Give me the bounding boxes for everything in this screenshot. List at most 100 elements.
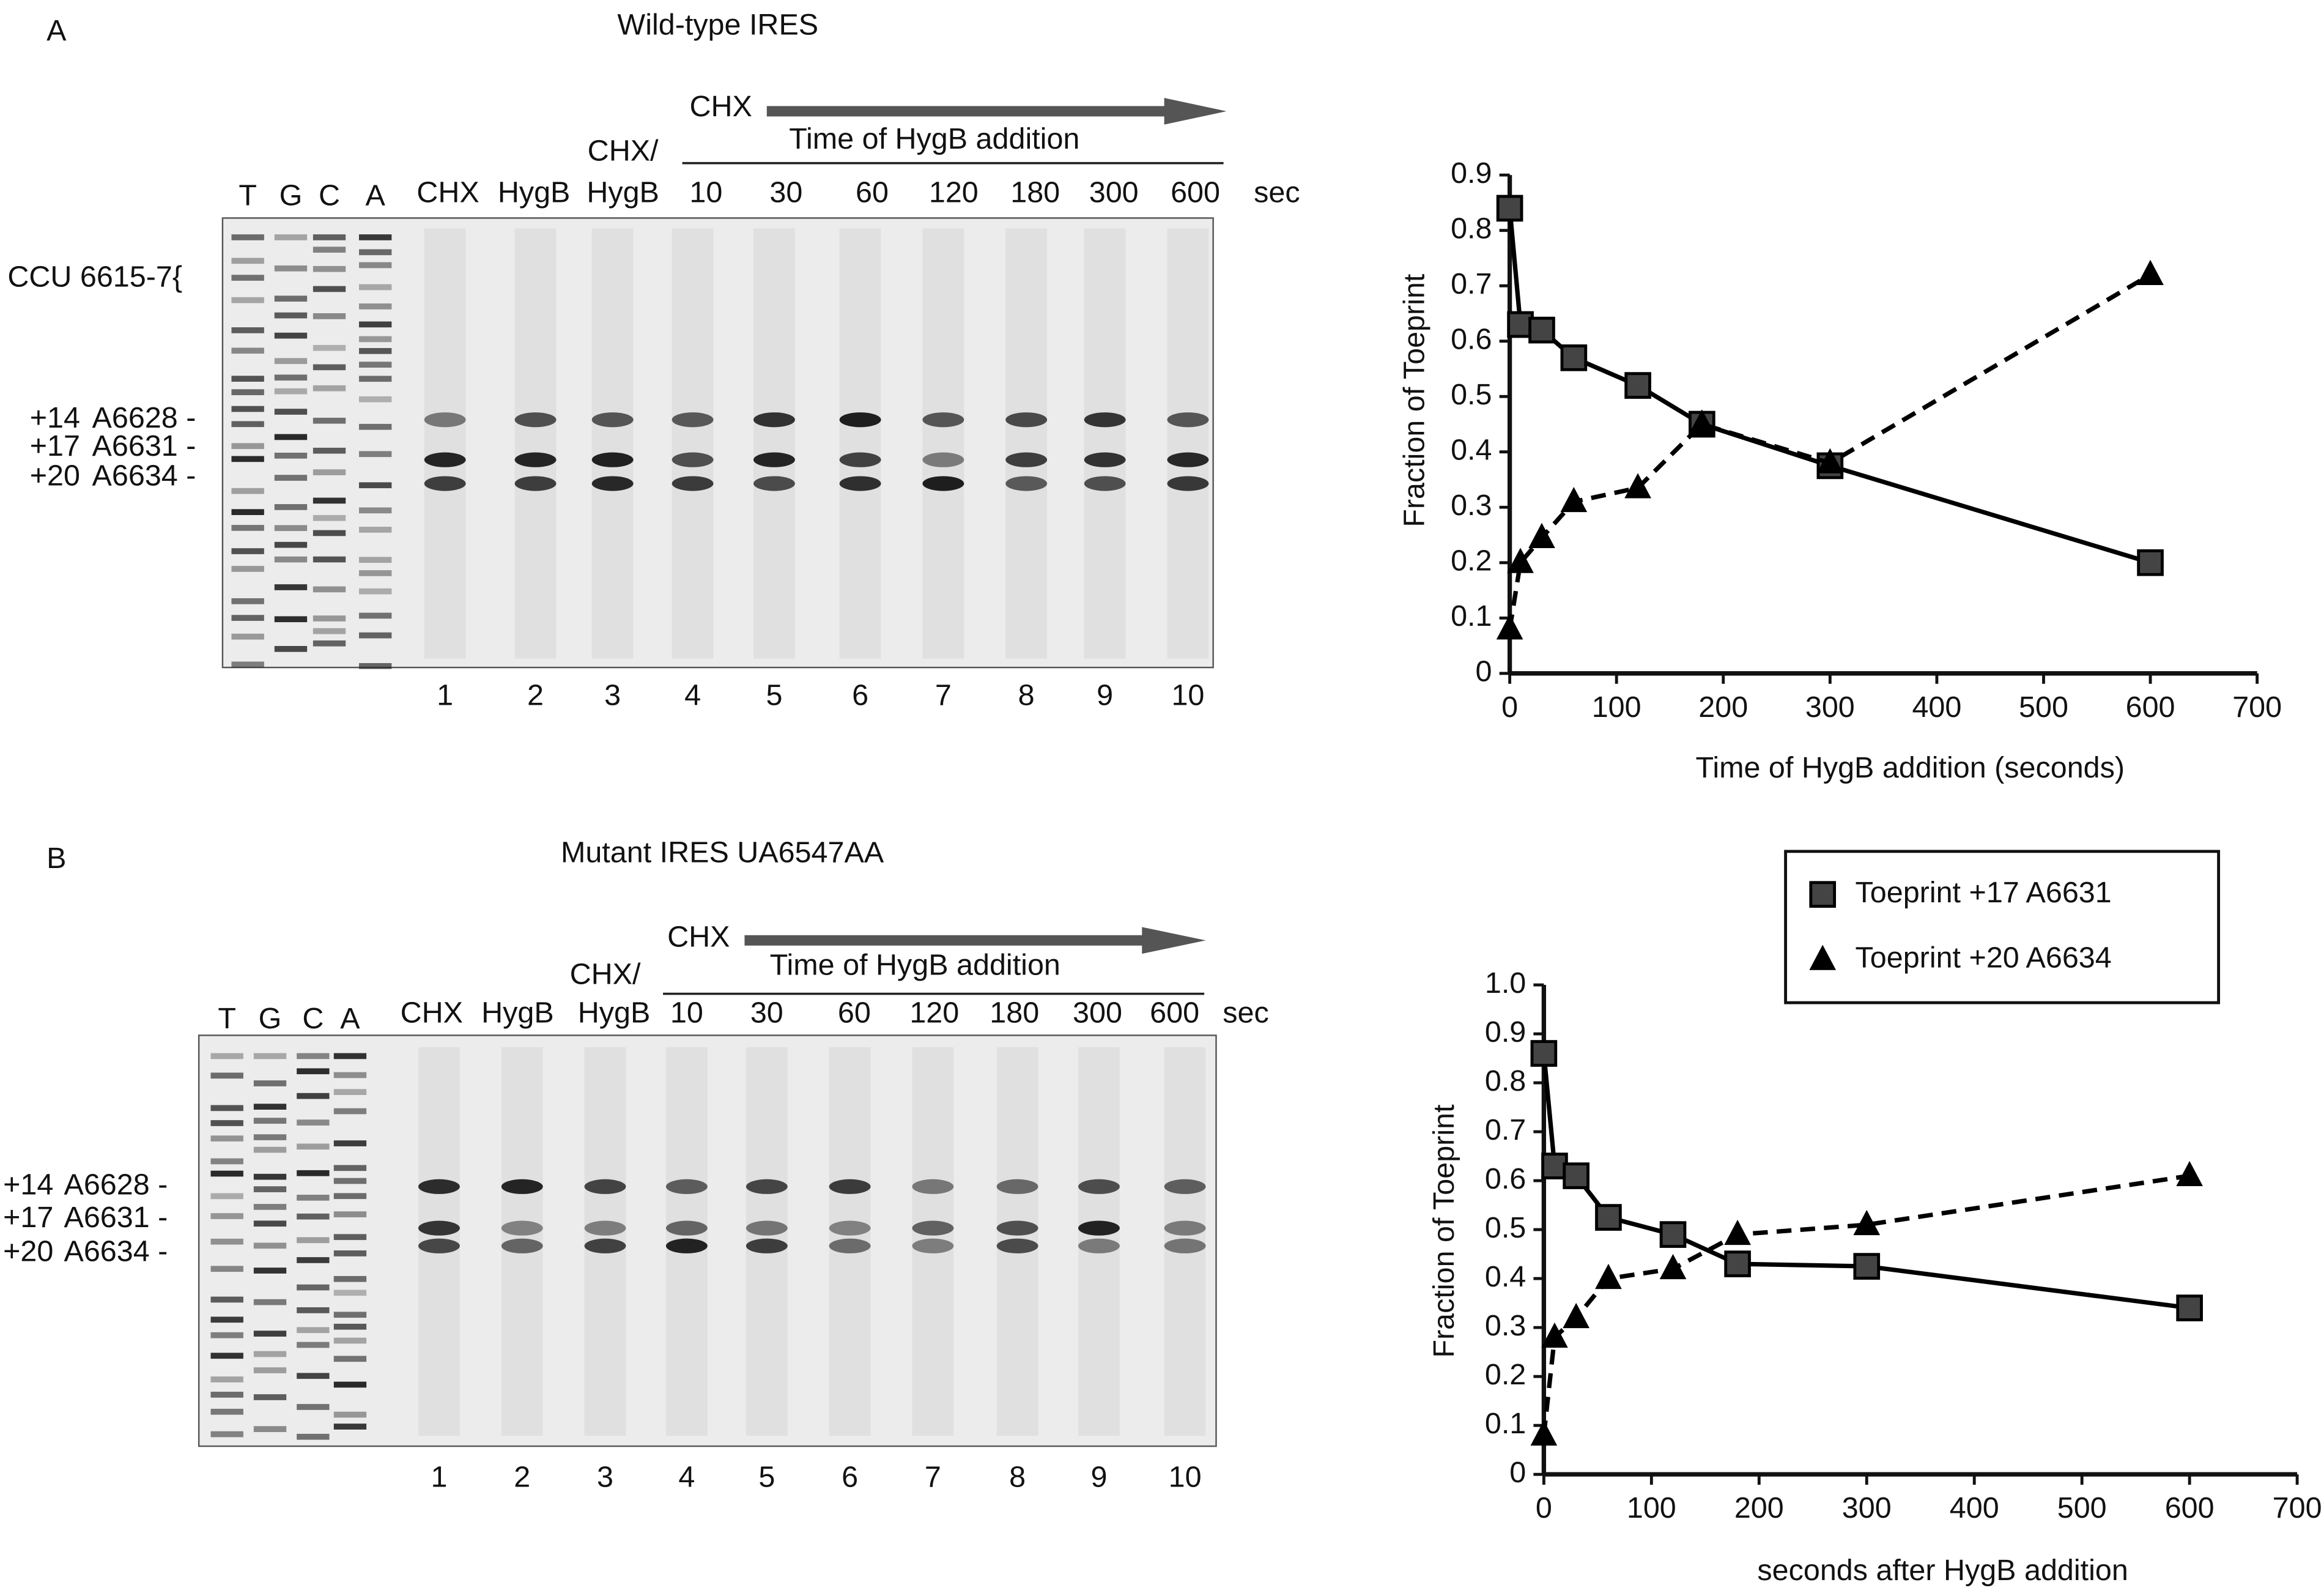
gel-band bbox=[501, 1179, 543, 1194]
band-label: A6628 - bbox=[92, 401, 196, 434]
ladder-band bbox=[210, 1053, 243, 1060]
ladder-band bbox=[274, 525, 308, 532]
ladder-band bbox=[313, 530, 346, 536]
ladder-band bbox=[359, 482, 392, 489]
band-label: A6631 - bbox=[64, 1201, 168, 1234]
ladder-band bbox=[313, 286, 346, 292]
gel-band bbox=[912, 1220, 954, 1236]
ladder-band bbox=[297, 1119, 330, 1126]
gel-band bbox=[746, 1220, 788, 1236]
ladder-band bbox=[231, 389, 264, 395]
band-position: +20 bbox=[3, 1235, 53, 1268]
ladder-band bbox=[210, 1296, 243, 1303]
lane-smear bbox=[753, 228, 795, 659]
ladder-band bbox=[210, 1392, 243, 1398]
ladder-band bbox=[210, 1431, 243, 1438]
y-tick-label: 0.1 bbox=[1451, 599, 1492, 633]
ladder-band bbox=[231, 525, 264, 531]
x-tick-label: 100 bbox=[1627, 1491, 1676, 1524]
ladder-band bbox=[359, 588, 392, 595]
band-label: A6634 - bbox=[92, 459, 196, 492]
gel-band bbox=[1005, 452, 1048, 467]
ladder-band bbox=[297, 1213, 330, 1220]
marker-triangle bbox=[2176, 1160, 2203, 1187]
ladder-band bbox=[231, 421, 264, 428]
y-tick-label: 0.6 bbox=[1451, 322, 1492, 355]
x-tick-label: 600 bbox=[2165, 1491, 2215, 1524]
condition-label: HygB bbox=[498, 176, 571, 209]
gel-band bbox=[424, 452, 466, 467]
ladder-band bbox=[359, 451, 392, 458]
ladder-band bbox=[274, 265, 308, 272]
x-tick-label: 200 bbox=[1734, 1491, 1784, 1524]
ladder-band bbox=[359, 423, 392, 430]
lane-number: 7 bbox=[935, 678, 952, 711]
legend-label: Toeprint +17 A6631 bbox=[1856, 876, 2112, 909]
ladder-band bbox=[359, 347, 392, 354]
lane-number: 4 bbox=[678, 1460, 695, 1493]
ladder-band bbox=[253, 1268, 287, 1274]
ladder-band bbox=[313, 628, 346, 634]
marker-triangle bbox=[1595, 1263, 1622, 1290]
marker-square bbox=[1528, 316, 1555, 344]
series-line bbox=[1507, 208, 2152, 565]
marker-triangle bbox=[1507, 547, 1534, 573]
ladder-band bbox=[297, 1404, 330, 1410]
lane-smear bbox=[1078, 1047, 1120, 1436]
gel-band bbox=[1084, 476, 1126, 491]
ladder-band bbox=[231, 598, 264, 604]
gel-band bbox=[514, 412, 557, 428]
gel-band bbox=[746, 1179, 788, 1194]
ladder-band bbox=[359, 234, 392, 240]
ladder-band bbox=[333, 1337, 367, 1344]
ladder-band bbox=[231, 488, 264, 494]
lane-number: 6 bbox=[842, 1460, 858, 1493]
panel-label: B bbox=[46, 842, 66, 875]
marker-square bbox=[1624, 372, 1651, 399]
ladder-band bbox=[333, 1290, 367, 1296]
gel-band bbox=[839, 476, 881, 491]
ladder-band bbox=[231, 443, 264, 450]
ladder-band bbox=[359, 632, 392, 639]
ladder-band bbox=[297, 1068, 330, 1075]
sequencing-lane-label: A bbox=[366, 179, 386, 212]
ladder-band bbox=[313, 556, 346, 563]
marker-triangle bbox=[1541, 1322, 1568, 1348]
band-position: +14 bbox=[30, 401, 80, 434]
ladder-band bbox=[231, 376, 264, 382]
ladder-band bbox=[231, 633, 264, 640]
condition-label: CHX/ bbox=[570, 957, 641, 990]
ladder-band bbox=[359, 527, 392, 533]
gel-bands bbox=[210, 228, 1209, 1440]
ladder-band bbox=[253, 1351, 287, 1357]
time-label: Time of HygB addition bbox=[789, 122, 1079, 155]
ladder-band bbox=[231, 615, 264, 621]
x-tick-label: 500 bbox=[2019, 691, 2068, 724]
gel-band bbox=[418, 1220, 460, 1236]
y-tick-label: 0.3 bbox=[1451, 489, 1492, 522]
ladder-band bbox=[359, 303, 392, 310]
ladder-band bbox=[313, 234, 346, 240]
time-header: CHX bbox=[667, 921, 730, 954]
marker-square bbox=[1541, 1152, 1568, 1179]
ladder-band bbox=[333, 1108, 367, 1115]
x-axis-title: Time of HygB addition (seconds) bbox=[1695, 751, 2125, 784]
ladder-band bbox=[274, 332, 308, 339]
gel-band bbox=[839, 452, 881, 467]
gel-band bbox=[922, 412, 964, 428]
gel-band bbox=[1164, 1179, 1206, 1194]
y-tick-label: 0.9 bbox=[1485, 1015, 1526, 1049]
condition-label: CHX bbox=[416, 176, 479, 209]
time-point-label: 180 bbox=[990, 996, 1039, 1029]
sequencing-lane-label: G bbox=[259, 1002, 282, 1035]
y-tick-label: 0.9 bbox=[1451, 157, 1492, 190]
lane-smear bbox=[912, 1047, 954, 1436]
ladder-band bbox=[333, 1381, 367, 1388]
gel-band bbox=[1164, 1238, 1206, 1253]
ladder-band bbox=[333, 1140, 367, 1146]
arrow-head bbox=[1164, 98, 1227, 125]
y-tick-label: 0.2 bbox=[1485, 1358, 1526, 1391]
ladder-band bbox=[359, 262, 392, 269]
lane-number: 6 bbox=[852, 678, 868, 711]
gel-band bbox=[839, 412, 881, 428]
